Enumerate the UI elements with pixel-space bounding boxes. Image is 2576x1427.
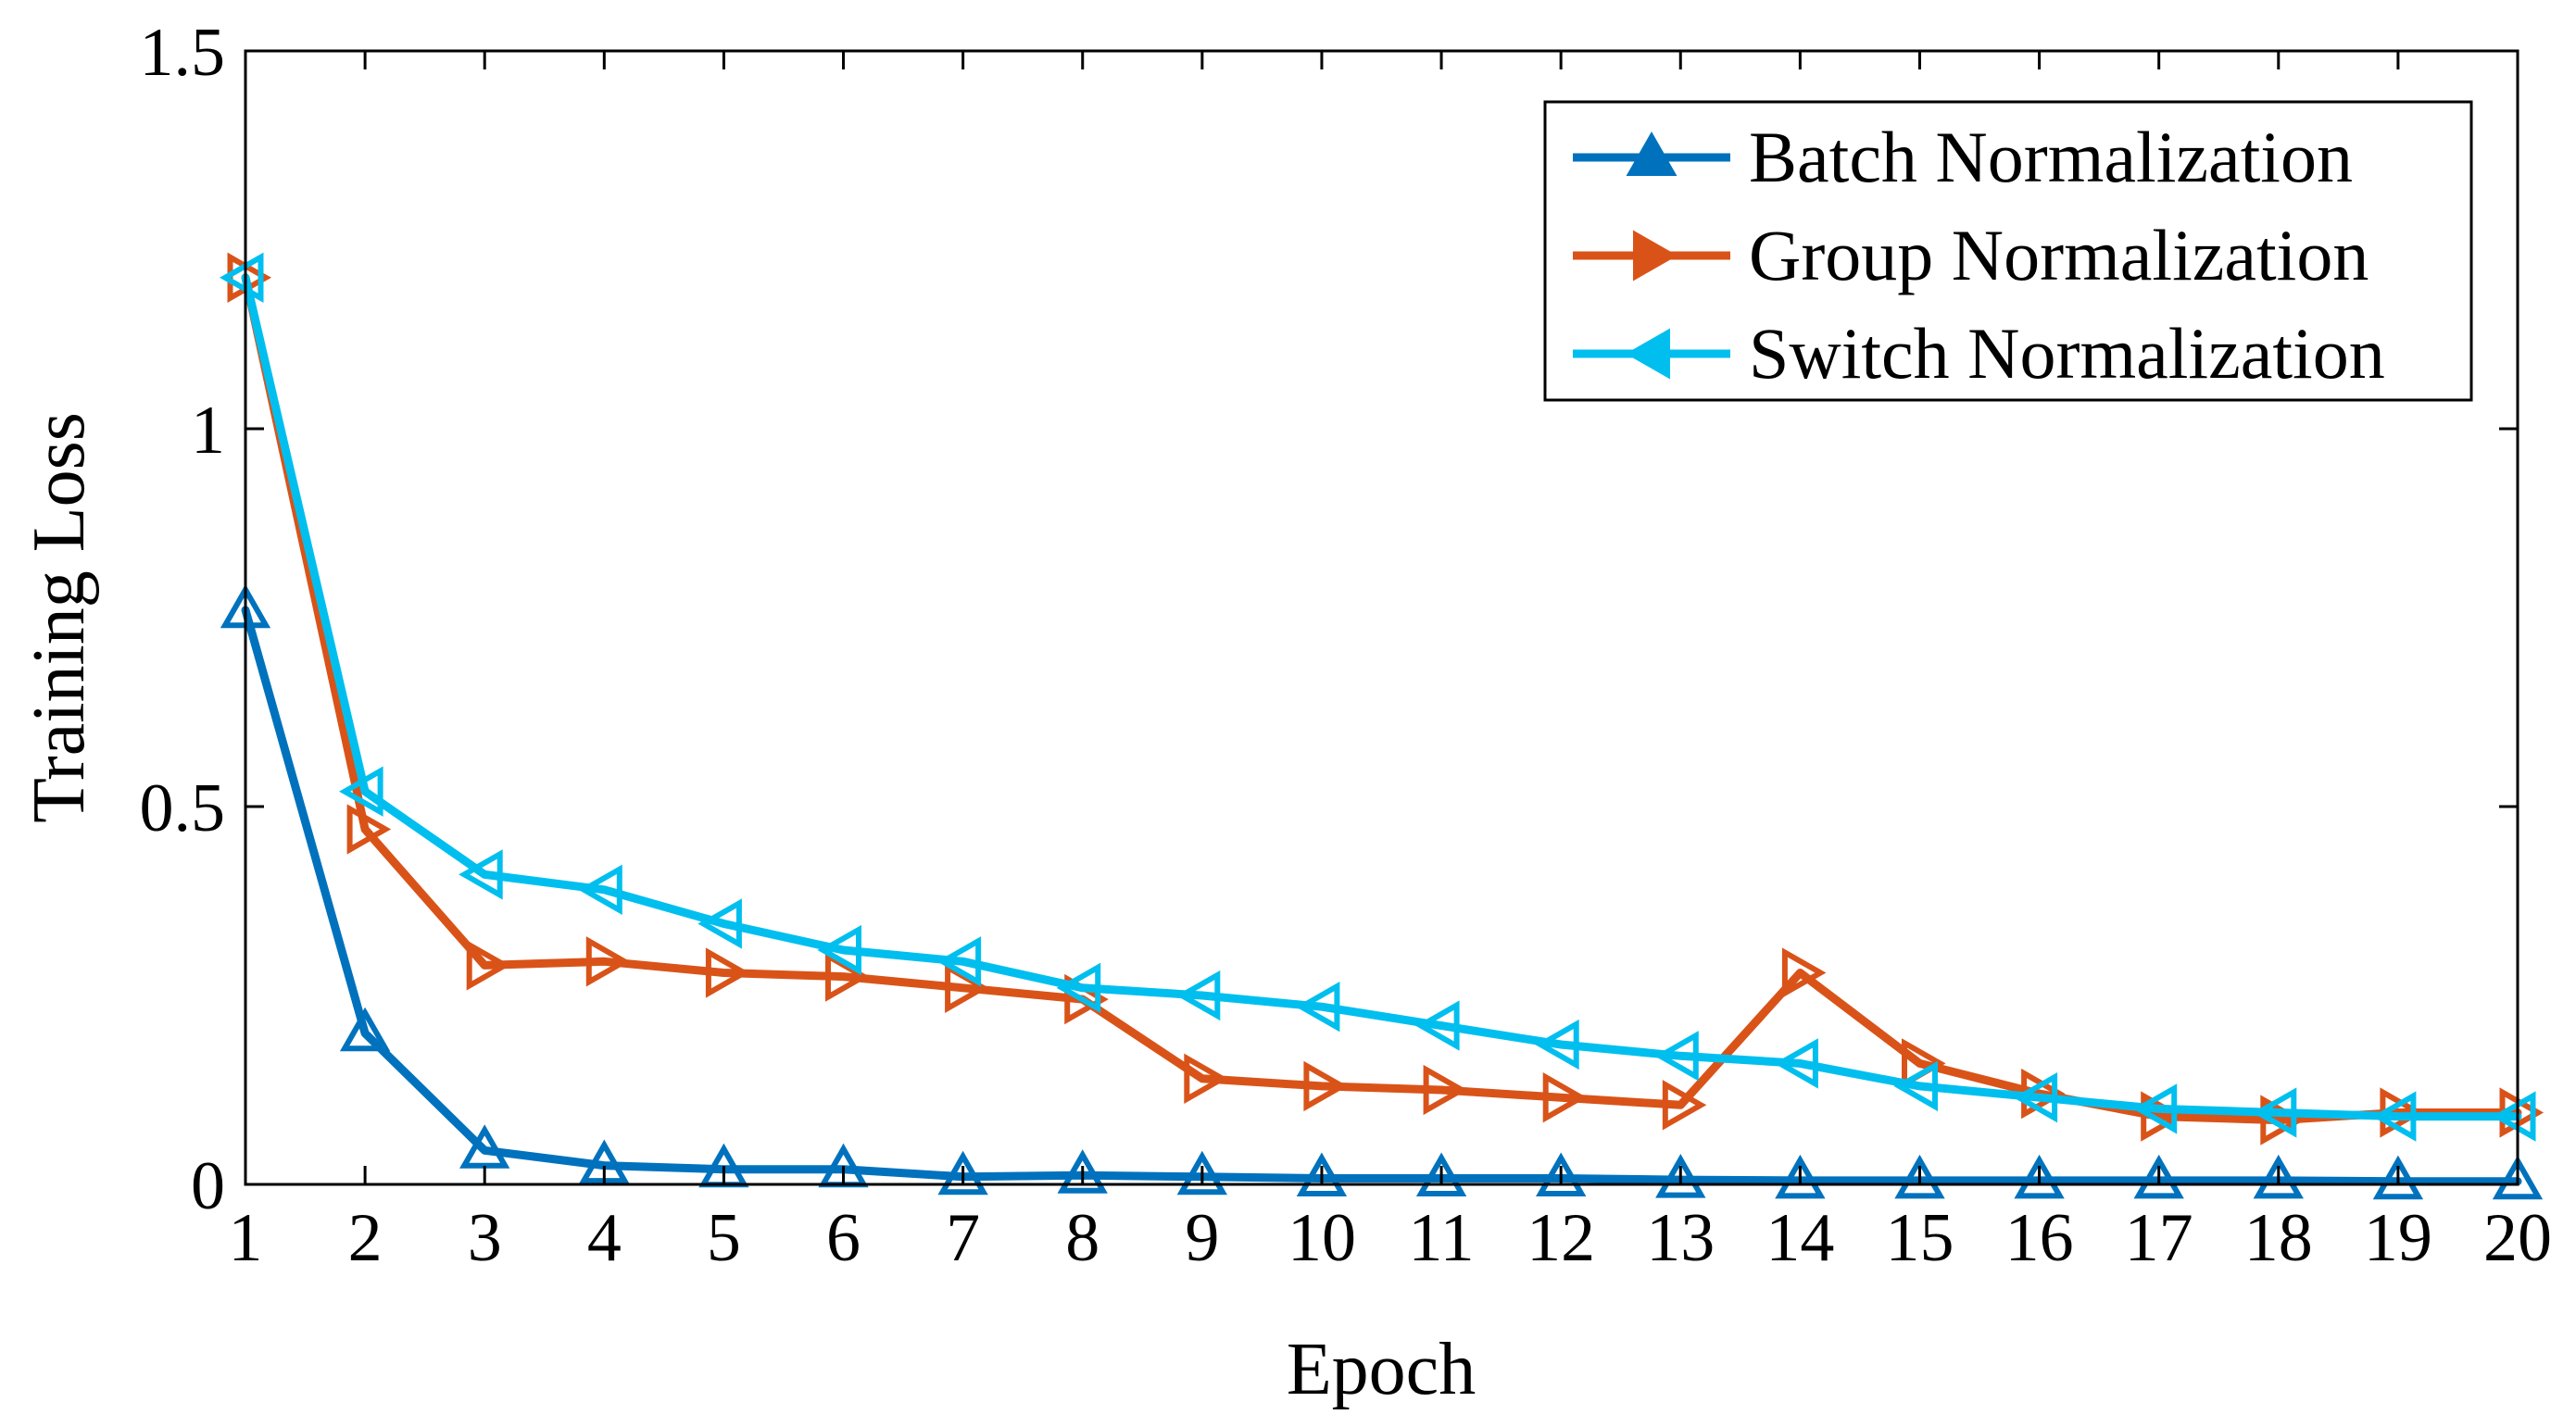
data-point-group-normalization <box>1781 947 1827 998</box>
data-point-group-normalization <box>825 951 870 1002</box>
data-point-batch-normalization <box>1296 1152 1348 1196</box>
data-point-switch-normalization <box>1295 982 1340 1033</box>
data-point-switch-normalization <box>2371 1091 2417 1142</box>
data-point-group-normalization <box>1542 1072 1588 1123</box>
data-point-batch-normalization <box>937 1150 988 1195</box>
data-point-batch-normalization <box>459 1124 510 1169</box>
data-point-switch-normalization <box>1415 1000 1460 1051</box>
data-point-switch-normalization <box>2252 1087 2297 1138</box>
data-point-switch-normalization <box>936 936 982 987</box>
data-point-batch-normalization <box>339 1007 391 1052</box>
x-tick-label: 19 <box>2364 1200 2432 1276</box>
data-point-switch-normalization <box>697 898 742 949</box>
data-point-batch-normalization <box>2372 1155 2424 1200</box>
data-point-switch-normalization <box>1056 962 1101 1013</box>
x-tick-label: 8 <box>1065 1200 1100 1276</box>
x-tick-label: 14 <box>1766 1200 1834 1276</box>
axes-frame <box>244 49 2519 1186</box>
data-point-group-normalization <box>585 936 631 987</box>
legend-label-group-normalization: Group Normalization <box>1749 215 2369 295</box>
x-tick-label: 17 <box>2125 1200 2193 1276</box>
data-point-batch-normalization <box>2492 1155 2544 1200</box>
data-point-switch-normalization <box>2132 1083 2178 1134</box>
x-axis-label: Epoch <box>1287 1329 1476 1410</box>
data-point-group-normalization <box>1423 1064 1468 1116</box>
data-point-group-normalization <box>346 804 392 855</box>
axis-ticks <box>244 49 2519 1186</box>
y-tick-label: 0.5 <box>140 770 226 846</box>
data-point-batch-normalization <box>1176 1150 1227 1195</box>
legend: Batch Normalization Group Normalization Sw… <box>1543 100 2473 402</box>
data-point-switch-normalization <box>459 849 503 900</box>
data-point-batch-normalization <box>1775 1154 1826 1199</box>
data-point-batch-normalization <box>1415 1152 1467 1196</box>
y-tick-label: 1 <box>191 393 225 469</box>
y-tick-label: 1.5 <box>140 15 226 91</box>
data-point-batch-normalization <box>2253 1154 2304 1199</box>
legend-label-switch-normalization: Switch Normalization <box>1749 313 2385 394</box>
data-point-switch-normalization <box>817 924 861 976</box>
data-point-switch-normalization <box>1535 1019 1579 1070</box>
legend-item-batch-normalization: Batch Normalization <box>1573 117 2353 197</box>
data-point-batch-normalization <box>1894 1154 1945 1199</box>
plot-area <box>219 252 2545 1200</box>
data-point-switch-normalization <box>339 766 383 817</box>
x-tick-label: 9 <box>1185 1200 1219 1276</box>
data-point-batch-normalization <box>1057 1149 1108 1194</box>
data-point-switch-normalization <box>1654 1031 1699 1082</box>
y-tick-label: 0 <box>191 1148 225 1224</box>
data-point-group-normalization <box>1303 1060 1348 1112</box>
legend-marker-group-normalization <box>1633 230 1678 282</box>
data-point-group-normalization <box>466 940 511 991</box>
series-switch-normalization <box>219 252 2536 1142</box>
data-point-switch-normalization <box>219 252 264 303</box>
x-tick-label: 5 <box>707 1200 741 1276</box>
x-tick-label: 16 <box>2005 1200 2074 1276</box>
x-tick-label: 15 <box>1885 1200 1954 1276</box>
legend-label-batch-normalization: Batch Normalization <box>1749 117 2353 197</box>
data-point-group-normalization <box>705 947 750 998</box>
legend-item-switch-normalization: Switch Normalization <box>1573 313 2385 394</box>
series-line-batch-normalization <box>241 606 2522 1186</box>
legend-marker-batch-normalization <box>1626 131 1678 176</box>
x-tick-label: 1 <box>229 1200 263 1276</box>
x-tick-label: 3 <box>468 1200 502 1276</box>
data-point-switch-normalization <box>1175 970 1221 1021</box>
legend-items: Batch Normalization Group Normalization Sw… <box>1573 117 2385 394</box>
y-axis-label: Training Loss <box>19 412 100 823</box>
data-point-batch-normalization <box>1655 1154 1706 1198</box>
data-point-batch-normalization <box>2014 1154 2065 1199</box>
data-point-batch-normalization <box>2133 1154 2184 1199</box>
series-group-normalization <box>227 252 2545 1145</box>
x-tick-label: 7 <box>946 1200 980 1276</box>
data-point-batch-normalization <box>1536 1152 1587 1196</box>
x-tick-label: 20 <box>2483 1200 2552 1276</box>
data-point-switch-normalization <box>578 864 622 915</box>
legend-item-group-normalization: Group Normalization <box>1573 215 2369 295</box>
legend-marker-switch-normalization <box>1625 328 1670 380</box>
series-batch-normalization <box>220 583 2544 1200</box>
data-point-switch-normalization <box>2013 1072 2058 1123</box>
x-tick-label: 6 <box>826 1200 861 1276</box>
x-tick-label: 11 <box>1408 1200 1474 1276</box>
data-point-switch-normalization <box>1774 1038 1818 1089</box>
data-point-group-normalization <box>1184 1053 1228 1104</box>
x-tick-label: 2 <box>348 1200 383 1276</box>
x-tick-label: 18 <box>2244 1200 2313 1276</box>
x-tick-label: 10 <box>1288 1200 1356 1276</box>
x-tick-label: 13 <box>1646 1200 1715 1276</box>
data-point-switch-normalization <box>2491 1091 2536 1142</box>
data-point-switch-normalization <box>1893 1060 1938 1112</box>
x-tick-label: 4 <box>587 1200 622 1276</box>
data-point-group-normalization <box>1662 1080 1707 1131</box>
x-tick-label: 12 <box>1527 1200 1595 1276</box>
